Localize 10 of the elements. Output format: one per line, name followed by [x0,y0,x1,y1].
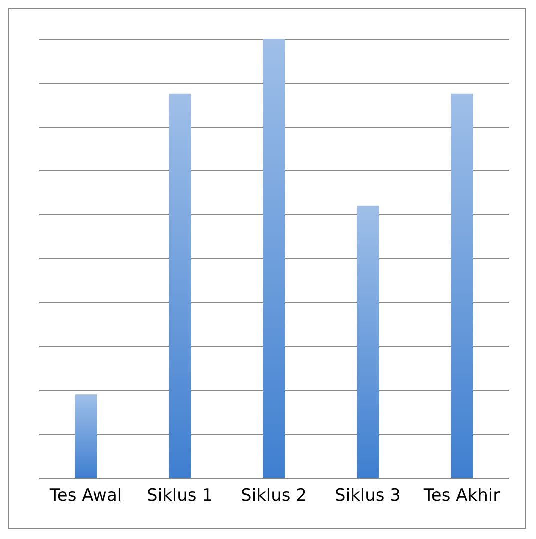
x-tick-label: Siklus 3 [335,486,401,506]
x-tick-label: Tes Akhir [422,486,500,506]
x-tick-label: Siklus 1 [147,486,213,506]
bar [451,94,473,478]
bar [75,394,97,478]
bar [263,39,285,478]
x-tick-label: Tes Awal [48,486,122,506]
x-tick-label: Siklus 2 [241,486,307,506]
bar [357,206,379,478]
bar [169,94,191,478]
